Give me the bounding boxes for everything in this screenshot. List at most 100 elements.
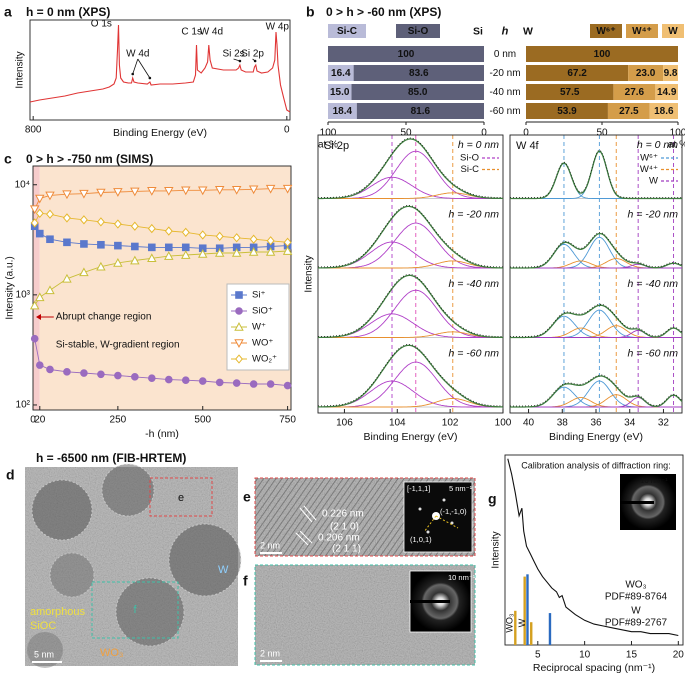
bar-segment xyxy=(328,84,352,100)
box-label: e xyxy=(178,492,184,504)
category-label: 0 nm xyxy=(494,49,516,60)
value-label: 18.4 xyxy=(333,106,353,117)
marker xyxy=(114,241,122,250)
x-axis-label: Binding Energy (eV) xyxy=(364,431,458,443)
value-label: 67.2 xyxy=(567,68,587,79)
region xyxy=(33,166,40,410)
fit-component xyxy=(510,380,682,408)
fit-envelope xyxy=(510,304,683,339)
phase-label: WO₃ xyxy=(100,647,123,659)
marker xyxy=(131,242,139,251)
x-tick-label: 500 xyxy=(194,415,211,426)
marker xyxy=(234,322,244,331)
scale-label: 10 nm⁻¹ xyxy=(448,573,476,582)
bar-segment xyxy=(649,103,678,119)
reference-peak xyxy=(548,613,552,645)
marker xyxy=(113,257,123,267)
annotation: Si 2p xyxy=(241,49,264,60)
fit-envelope xyxy=(318,344,503,408)
scale-label: 2 nm xyxy=(260,648,280,658)
phase-label: SiOC xyxy=(30,620,56,632)
legend-label: W⁶⁺ xyxy=(640,153,658,164)
fringe-marker xyxy=(299,507,313,523)
bar-segment xyxy=(613,84,656,100)
marker xyxy=(235,307,243,315)
value-label: 100 xyxy=(594,49,611,60)
marker xyxy=(35,361,44,369)
arrow-tip xyxy=(131,72,135,76)
box-label: f xyxy=(133,604,137,616)
scale-label: 5 nm xyxy=(34,649,54,659)
reference-peak xyxy=(514,610,517,645)
marker xyxy=(266,380,275,388)
fit-component xyxy=(318,289,503,338)
marker xyxy=(147,253,157,263)
marker xyxy=(283,237,292,247)
bar-segment xyxy=(663,65,678,81)
fit-envelope xyxy=(510,232,683,269)
bar-segment xyxy=(607,103,650,119)
reference-name: W xyxy=(517,618,527,627)
panel-letter: b xyxy=(306,4,315,20)
reference-name: W xyxy=(631,606,641,617)
x-tick-label: 0 xyxy=(284,125,290,136)
marker xyxy=(282,184,293,194)
phase-label: amorphous xyxy=(30,606,86,618)
arrow-head xyxy=(36,314,41,320)
marker xyxy=(35,194,45,204)
marker xyxy=(231,248,242,257)
y-axis-label: Intensity xyxy=(304,255,315,292)
header-label: Si-O xyxy=(408,26,429,37)
spot-label: (-1,-1,0) xyxy=(440,507,467,516)
x-tick-label: 100 xyxy=(670,128,685,139)
annotation: W 4d xyxy=(126,49,149,60)
spot-guide xyxy=(423,515,437,533)
panel-f: f 2 nm 10 nm⁻¹ xyxy=(243,564,476,666)
marker xyxy=(97,240,105,249)
marker xyxy=(181,186,191,196)
x-tick-label: 106 xyxy=(336,418,353,429)
x-tick-label: 50 xyxy=(596,128,608,139)
spectrum-label: h = 0 nm xyxy=(637,139,678,151)
panel-title: h = -6500 nm (FIB-HRTEM) xyxy=(36,451,186,465)
marker xyxy=(131,373,139,381)
fit-component xyxy=(318,192,503,199)
fit-component xyxy=(318,260,504,269)
fit-component xyxy=(510,394,683,408)
plane-label: (2 1 1) xyxy=(332,544,361,555)
marker xyxy=(266,236,275,246)
marker xyxy=(265,247,276,256)
marker xyxy=(96,261,106,271)
y-tick-label: 10² xyxy=(16,400,31,411)
reference-name: WO₃ xyxy=(625,580,646,591)
legend-label: WO⁺ xyxy=(252,338,273,349)
bar-segment xyxy=(351,84,484,100)
fit-envelope xyxy=(318,138,504,200)
d-spacing: 0.206 nm xyxy=(318,533,360,544)
marker xyxy=(248,247,259,256)
bar-segment xyxy=(655,84,678,100)
arrow-tip xyxy=(238,59,242,63)
panel-letter: e xyxy=(243,489,251,505)
fit-component xyxy=(510,309,682,338)
y-tick-label: 10⁴ xyxy=(15,179,30,190)
bar-segment xyxy=(328,46,484,62)
x-tick-label: 100 xyxy=(320,128,337,139)
fit-component xyxy=(318,398,503,408)
raw-data xyxy=(510,149,682,198)
marker xyxy=(181,227,190,237)
x-tick-label: 20 xyxy=(34,415,46,426)
marker xyxy=(130,221,139,231)
annotation: W 4p xyxy=(266,22,290,33)
legend-label: W⁺ xyxy=(252,322,266,333)
x-axis-label: at % xyxy=(318,140,338,151)
panel-letter: f xyxy=(243,573,248,589)
marker xyxy=(79,189,89,199)
marker xyxy=(96,188,106,198)
marker xyxy=(80,240,88,248)
spectrum-label: h = -60 nm xyxy=(449,347,500,359)
marker xyxy=(164,243,173,252)
fit-envelope xyxy=(318,274,504,339)
x-axis-label: at % xyxy=(668,140,685,151)
